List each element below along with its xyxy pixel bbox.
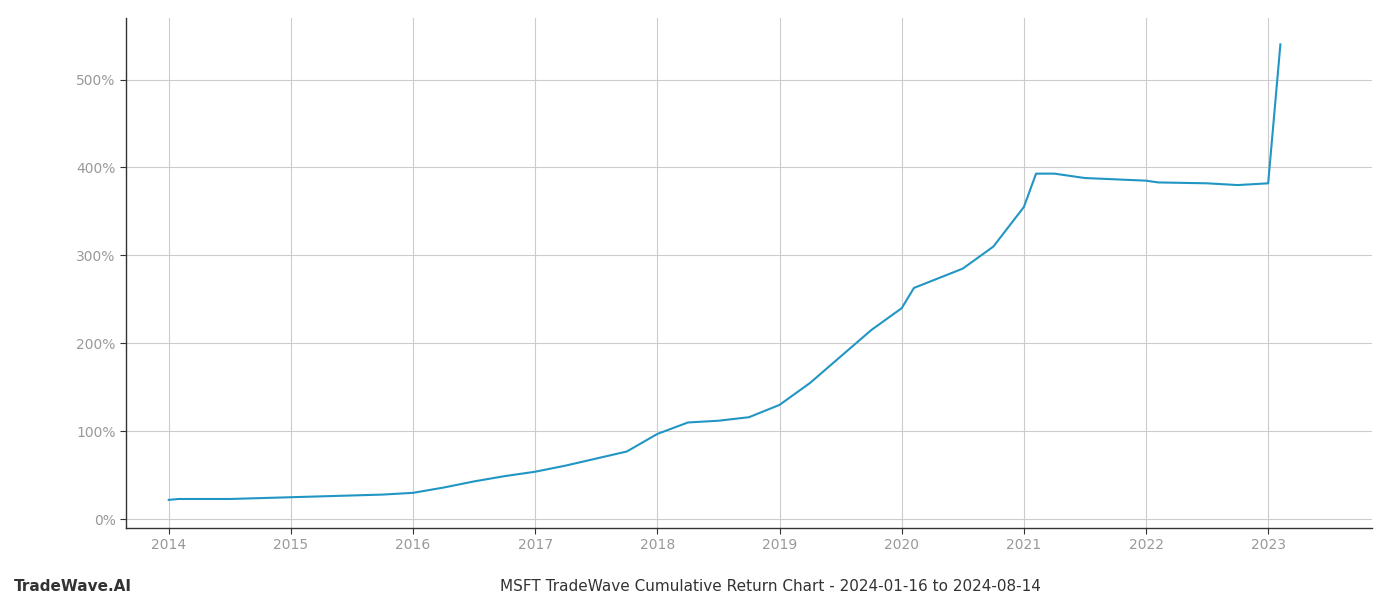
Text: MSFT TradeWave Cumulative Return Chart - 2024-01-16 to 2024-08-14: MSFT TradeWave Cumulative Return Chart -… [500,579,1040,594]
Text: TradeWave.AI: TradeWave.AI [14,579,132,594]
